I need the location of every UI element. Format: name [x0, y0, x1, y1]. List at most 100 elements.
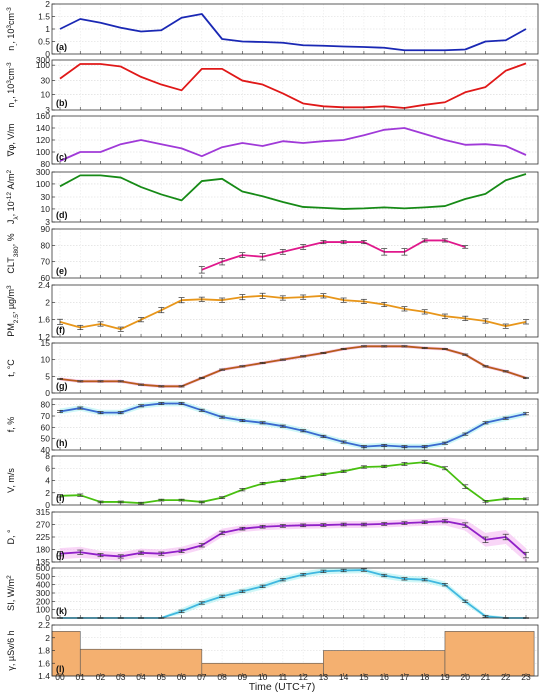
- y-axis-label-part: 3: [6, 25, 13, 29]
- y-tick-label: 100: [36, 147, 50, 157]
- panel-c: 80 100 120 140 160 (c) ∇φ, V/m: [6, 111, 539, 169]
- x-axis: 00 01 02 03 04 05 06 07 08 09 10 11 12 13 14 15 16 17 18 19…: [55, 672, 531, 682]
- y-axis-label-part: λ: [13, 216, 20, 220]
- error-bar: [239, 589, 246, 593]
- y-tick-label: 135: [36, 557, 50, 567]
- panel-d: 3 10 30 100 300 (d) Jλ, 10-12 A/m2: [6, 167, 539, 227]
- error-bar: [158, 307, 165, 314]
- series-line: [59, 520, 527, 558]
- error-bar: [320, 293, 327, 299]
- panel-background: [52, 229, 538, 278]
- error-bar: [401, 345, 408, 348]
- y-axis-label-part: +: [13, 99, 20, 103]
- y-tick-label: 1.4: [38, 671, 50, 681]
- y-tick-label: 2.4: [38, 280, 50, 290]
- error-bar: [441, 519, 448, 524]
- error-bar: [502, 370, 509, 373]
- y-axis-label-part: 2.5: [13, 314, 20, 323]
- error-bar: [320, 240, 327, 245]
- error-bar: [198, 408, 205, 412]
- panel-frame: [51, 284, 539, 338]
- error-bar: [340, 347, 347, 351]
- error-bar: [462, 599, 469, 603]
- error-bar: [381, 301, 388, 308]
- y-tick-label: 10: [41, 204, 51, 214]
- error-bar: [259, 584, 266, 588]
- y-tick-label: 90: [41, 224, 51, 234]
- panel-label: (a): [56, 42, 67, 52]
- y-tick-label: 160: [36, 111, 50, 121]
- error-bar: [340, 469, 347, 473]
- x-tick-label: 02: [96, 672, 106, 682]
- x-tick-label: 18: [420, 672, 430, 682]
- x-tick-label: 16: [379, 672, 389, 682]
- y-tick-label: 2.2: [38, 620, 50, 630]
- error-bar: [259, 481, 266, 486]
- series-line: [201, 239, 466, 271]
- error-bar: [279, 249, 286, 255]
- y-tick-label: 1.8: [38, 646, 50, 656]
- panel-label: (j): [56, 550, 65, 560]
- x-tick-label: 08: [217, 672, 227, 682]
- error-bar: [219, 258, 226, 266]
- error-bar: [360, 568, 367, 572]
- error-bar: [340, 568, 347, 573]
- y-tick-label: 270: [36, 520, 50, 530]
- error-bar: [178, 609, 185, 613]
- y-tick-label: 60: [41, 273, 51, 283]
- series-line: [59, 294, 527, 331]
- panel-e: 60 70 80 90 (e) CLT380, %: [6, 224, 539, 283]
- error-bar: [77, 406, 84, 410]
- error-bar: [239, 294, 246, 301]
- step-bar: [79, 648, 203, 677]
- y-tick-label: 100: [36, 60, 50, 70]
- y-tick-label: 3: [45, 217, 50, 227]
- error-bar: [381, 345, 388, 348]
- y-tick-label: 80: [41, 400, 51, 410]
- x-tick-label: 21: [481, 672, 491, 682]
- y-axis-label-part: 2: [6, 169, 13, 173]
- error-bar: [360, 465, 367, 469]
- error-bar: [360, 298, 367, 304]
- series-line: [59, 13, 527, 52]
- error-bar: [178, 297, 185, 304]
- error-bar: [401, 462, 408, 466]
- y-axis-label-part: D, °: [6, 529, 16, 545]
- error-bar: [300, 355, 307, 358]
- y-tick-label: 0: [45, 49, 50, 59]
- error-bar: [381, 443, 388, 447]
- panel-label: (i): [56, 493, 65, 503]
- error-bar: [502, 497, 509, 501]
- error-bar: [482, 318, 489, 324]
- error-bar: [441, 466, 448, 471]
- panels-group: 00.511.52(a)n-, 103cm-331030100300(b)n+,…: [6, 0, 539, 681]
- y-tick-label: 1.5: [38, 12, 50, 22]
- y-tick-label: 1: [45, 24, 50, 34]
- y-axis-label-part: -12: [6, 192, 13, 202]
- y-axis-label-part: PM: [6, 323, 16, 337]
- error-bar: [239, 365, 246, 368]
- error-bar: [77, 380, 84, 383]
- y-axis-label-part: CLT: [6, 257, 16, 274]
- y-tick-label: 120: [36, 135, 50, 145]
- series-line: [59, 62, 527, 109]
- error-bar: [421, 238, 428, 243]
- error-bar: [279, 358, 286, 361]
- y-tick-label: 400: [36, 580, 50, 590]
- y-tick-label: 200: [36, 596, 50, 606]
- panel-label: (k): [56, 606, 67, 616]
- error-bar: [259, 421, 266, 425]
- step-bar: [444, 631, 535, 677]
- panel-frame: [51, 342, 539, 394]
- error-bar: [502, 533, 509, 541]
- error-bar: [401, 521, 408, 525]
- x-tick-label: 20: [460, 672, 470, 682]
- panel-label: (g): [56, 381, 68, 391]
- error-bar: [340, 440, 347, 444]
- y-axis-label-part: -3: [6, 7, 13, 13]
- error-bar: [381, 248, 388, 256]
- error-bar: [381, 522, 388, 526]
- error-bar: [219, 496, 226, 499]
- error-bar: [239, 252, 246, 258]
